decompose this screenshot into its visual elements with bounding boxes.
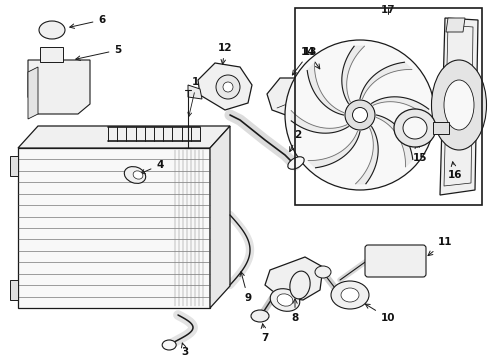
Text: 12: 12 bbox=[218, 43, 232, 64]
Ellipse shape bbox=[315, 266, 331, 278]
Circle shape bbox=[285, 40, 435, 190]
Text: 16: 16 bbox=[448, 162, 462, 180]
Text: 13: 13 bbox=[293, 47, 317, 75]
Ellipse shape bbox=[162, 340, 176, 350]
Polygon shape bbox=[308, 131, 360, 168]
Polygon shape bbox=[210, 126, 230, 308]
Ellipse shape bbox=[39, 21, 65, 39]
Bar bbox=[433, 122, 449, 134]
Polygon shape bbox=[360, 62, 412, 99]
Circle shape bbox=[352, 108, 368, 122]
Ellipse shape bbox=[341, 288, 359, 302]
Polygon shape bbox=[28, 60, 90, 114]
Text: 4: 4 bbox=[141, 160, 164, 174]
Text: 6: 6 bbox=[70, 15, 106, 28]
Polygon shape bbox=[368, 250, 375, 272]
Text: 14: 14 bbox=[301, 47, 320, 69]
Ellipse shape bbox=[270, 289, 300, 311]
Polygon shape bbox=[18, 148, 210, 308]
Ellipse shape bbox=[277, 294, 293, 306]
Polygon shape bbox=[356, 127, 378, 184]
Polygon shape bbox=[291, 111, 348, 133]
Polygon shape bbox=[307, 63, 343, 115]
Polygon shape bbox=[265, 257, 323, 300]
Ellipse shape bbox=[124, 167, 146, 183]
Polygon shape bbox=[446, 18, 465, 32]
Text: 2: 2 bbox=[290, 130, 302, 152]
Text: 11: 11 bbox=[428, 237, 452, 256]
Text: 1: 1 bbox=[192, 77, 198, 87]
Ellipse shape bbox=[432, 60, 487, 150]
Polygon shape bbox=[372, 97, 429, 120]
Polygon shape bbox=[28, 67, 38, 119]
Text: 15: 15 bbox=[413, 144, 427, 163]
Polygon shape bbox=[10, 280, 18, 300]
Ellipse shape bbox=[288, 157, 304, 169]
Ellipse shape bbox=[444, 80, 474, 130]
Polygon shape bbox=[10, 156, 18, 176]
Ellipse shape bbox=[133, 171, 143, 179]
Polygon shape bbox=[376, 115, 413, 167]
Text: 8: 8 bbox=[292, 299, 298, 323]
Text: 5: 5 bbox=[76, 45, 122, 60]
Bar bbox=[295, 8, 482, 205]
Ellipse shape bbox=[403, 117, 427, 139]
Text: 7: 7 bbox=[261, 324, 269, 343]
Ellipse shape bbox=[290, 271, 310, 299]
Polygon shape bbox=[440, 18, 478, 195]
Circle shape bbox=[223, 82, 233, 92]
Ellipse shape bbox=[251, 310, 269, 322]
Ellipse shape bbox=[394, 109, 436, 147]
Ellipse shape bbox=[331, 281, 369, 309]
Text: 9: 9 bbox=[240, 272, 251, 303]
Polygon shape bbox=[198, 63, 252, 110]
Text: 10: 10 bbox=[365, 304, 395, 323]
Text: 3: 3 bbox=[181, 343, 189, 357]
Polygon shape bbox=[40, 47, 63, 62]
Circle shape bbox=[216, 75, 240, 99]
Polygon shape bbox=[18, 126, 230, 148]
Circle shape bbox=[345, 100, 375, 130]
Polygon shape bbox=[267, 78, 312, 118]
Text: 17: 17 bbox=[381, 5, 395, 15]
FancyBboxPatch shape bbox=[365, 245, 426, 277]
Polygon shape bbox=[342, 46, 365, 103]
Polygon shape bbox=[188, 85, 202, 99]
